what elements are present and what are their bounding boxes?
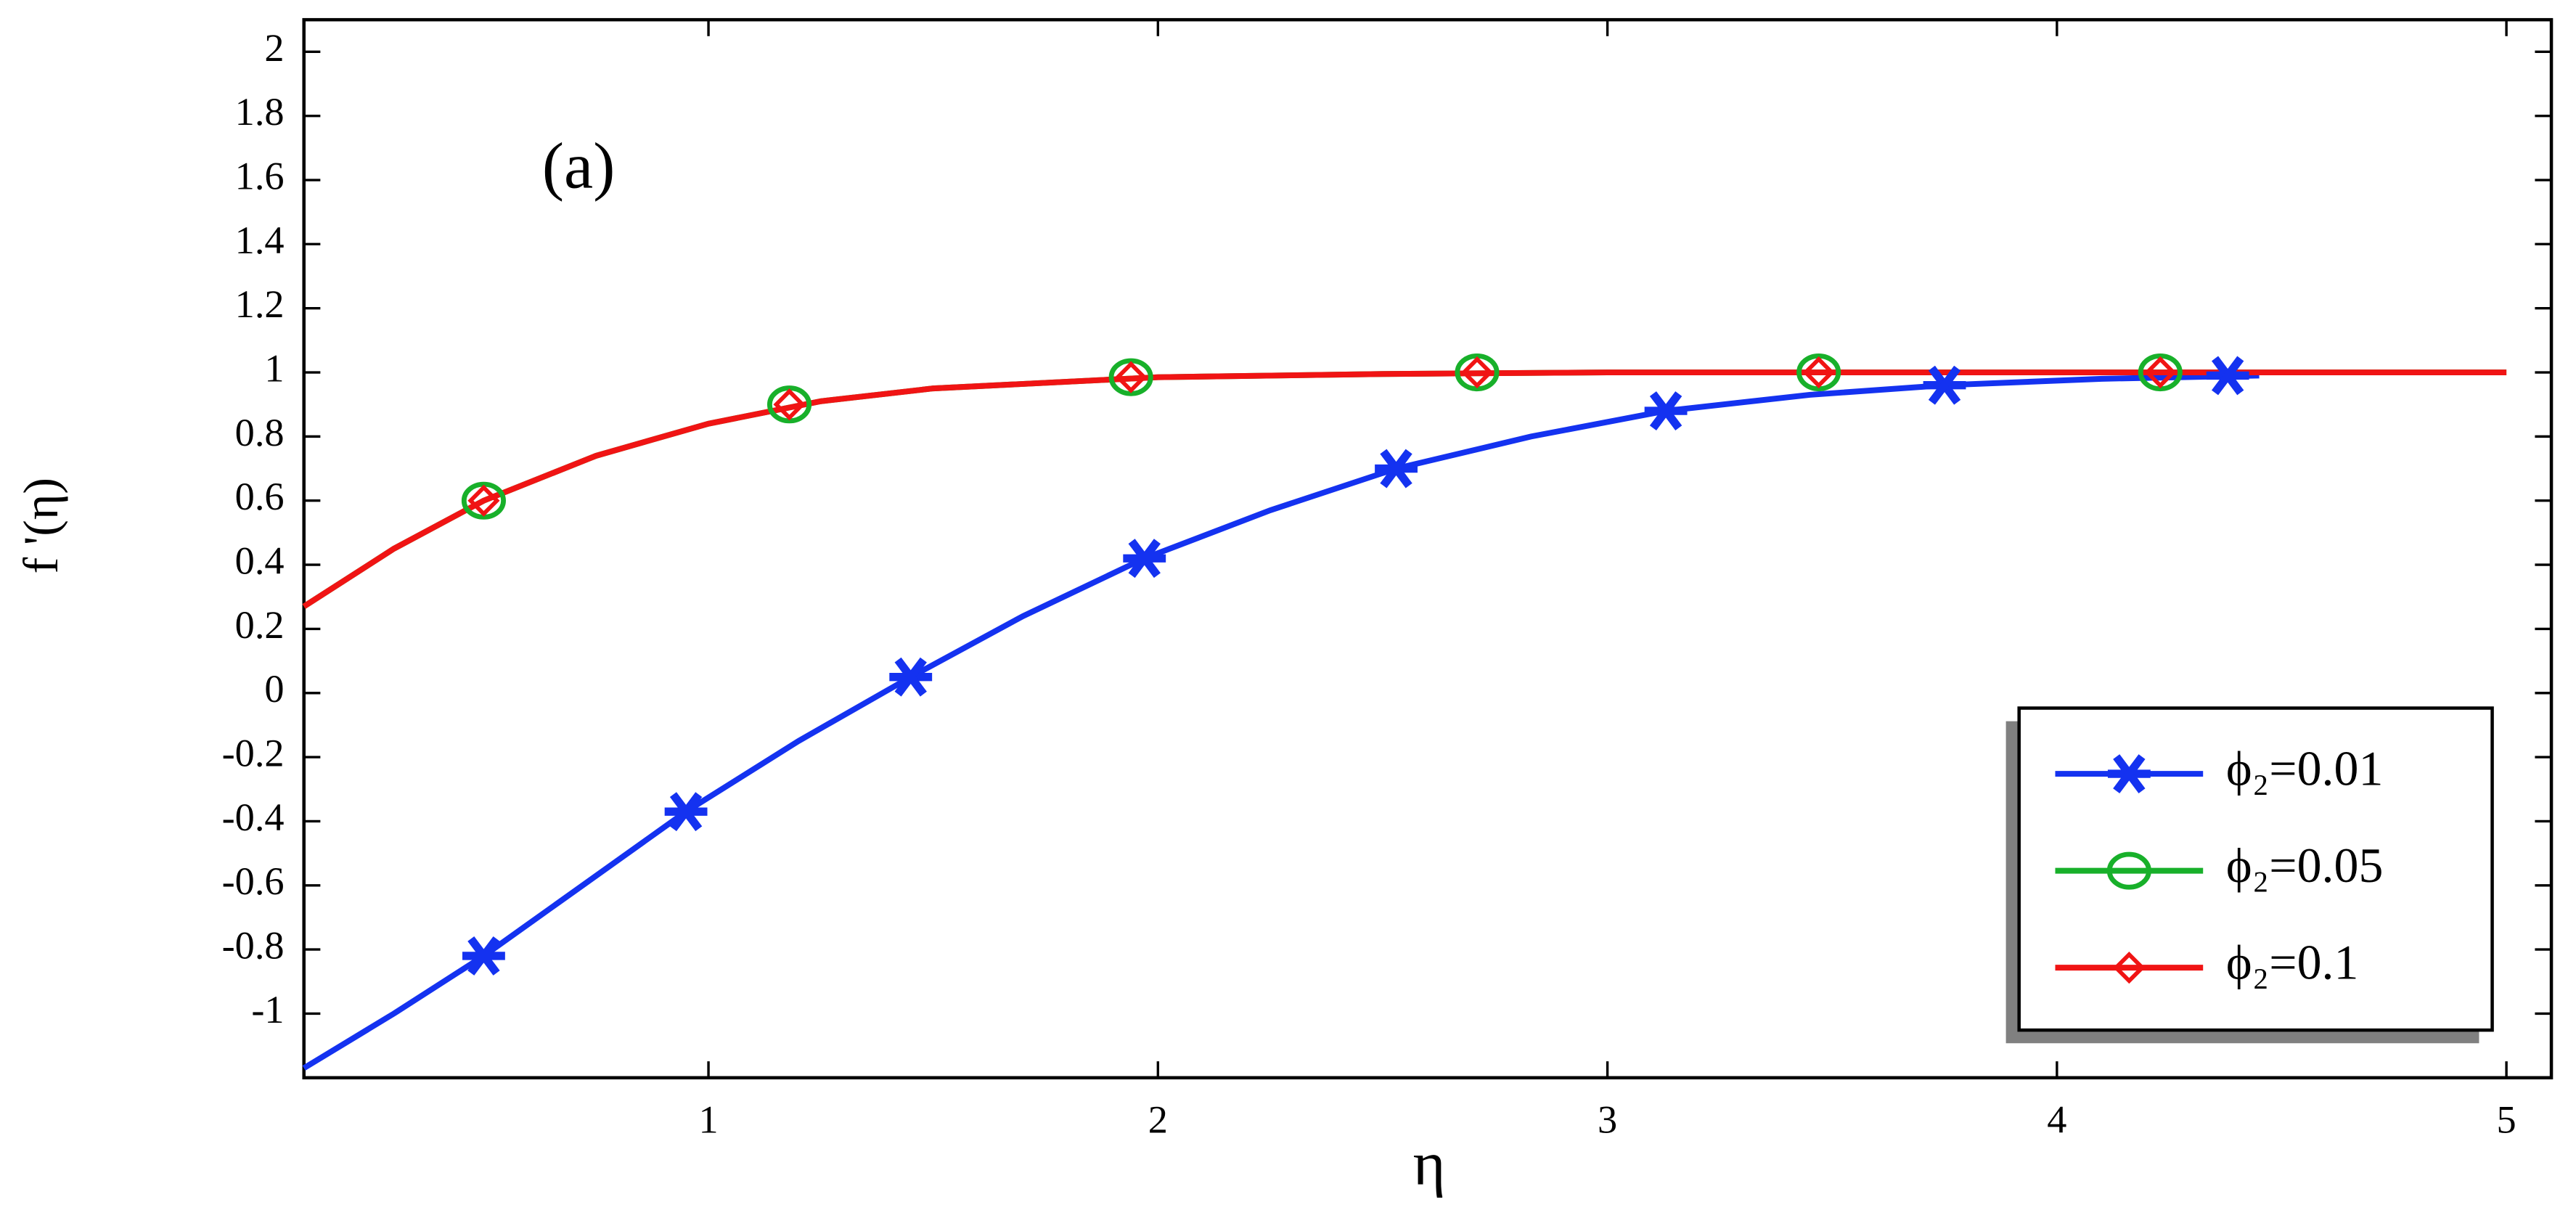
marker-asterisk xyxy=(1644,391,1688,430)
marker-stroke xyxy=(467,936,500,976)
y-tick-label: 1.4 xyxy=(235,218,285,262)
y-tick-label: 0.4 xyxy=(235,539,285,583)
y-tick-label: -1 xyxy=(251,988,284,1031)
marker-stroke xyxy=(894,657,927,697)
annotation: (a) xyxy=(542,128,615,202)
marker-circle xyxy=(461,481,506,520)
marker-diamond xyxy=(1115,361,1148,393)
plot-frame xyxy=(302,17,2553,1080)
legend-label: ϕ₂=0.05 xyxy=(2226,838,2384,893)
y-tick-label: 0.2 xyxy=(235,603,285,647)
marker-diamond xyxy=(2113,952,2146,984)
marker-circle xyxy=(1455,353,1500,392)
marker-stroke xyxy=(669,792,703,832)
x-tick-label: 2 xyxy=(1148,1098,1168,1142)
x-axis-label: η xyxy=(1413,1128,1446,1198)
marker-stroke xyxy=(1128,539,1161,579)
marker-asterisk xyxy=(462,936,505,976)
series-line xyxy=(302,372,2260,1071)
marker-asterisk xyxy=(889,657,933,697)
y-tick-label: -0.2 xyxy=(222,732,285,775)
y-tick-label: 0.6 xyxy=(235,475,285,518)
marker-asterisk xyxy=(664,792,708,832)
marker-stroke xyxy=(2113,754,2146,793)
y-tick-label: 0 xyxy=(264,667,284,711)
marker-diamond xyxy=(1460,356,1494,389)
marker-diamond xyxy=(2144,356,2177,389)
y-tick-label: -0.6 xyxy=(222,859,285,903)
x-tick-label: 4 xyxy=(2047,1098,2066,1142)
legend-label: ϕ₂=0.01 xyxy=(2226,741,2384,796)
marker-diamond xyxy=(1802,356,1835,389)
x-tick-label: 3 xyxy=(1598,1098,1617,1142)
marker-stroke xyxy=(1380,449,1412,489)
marker-diamond xyxy=(773,388,806,421)
marker-circle xyxy=(1796,353,1841,392)
y-tick-label: 1 xyxy=(264,347,284,391)
marker-stroke xyxy=(1649,391,1682,430)
marker-circle xyxy=(766,385,812,424)
legend-label: ϕ₂=0.1 xyxy=(2226,935,2359,990)
y-tick-label: 2 xyxy=(264,26,284,70)
marker-circle xyxy=(2138,353,2183,392)
series-line xyxy=(302,369,2507,609)
marker-asterisk xyxy=(1123,539,1166,579)
marker-asterisk xyxy=(1923,365,1966,405)
y-tick-label: -0.4 xyxy=(222,796,285,839)
y-tick-label: 0.8 xyxy=(235,411,285,454)
marker-circle xyxy=(1108,358,1153,396)
marker-stroke xyxy=(2211,356,2244,396)
marker-stroke xyxy=(1928,365,1961,405)
y-tick-label: 1.8 xyxy=(235,90,285,134)
y-tick-label: 1.6 xyxy=(235,154,285,197)
marker-asterisk xyxy=(2107,754,2151,793)
series-line xyxy=(302,369,2507,609)
marker-circle xyxy=(2106,851,2151,890)
x-tick-label: 1 xyxy=(698,1098,718,1142)
y-tick-label: 1.2 xyxy=(235,282,285,326)
y-axis-label: f '(η) xyxy=(13,478,68,574)
marker-asterisk xyxy=(1375,449,1418,489)
x-tick-label: 5 xyxy=(2497,1098,2516,1142)
marker-diamond xyxy=(467,484,500,517)
marker-asterisk xyxy=(2206,356,2249,396)
y-tick-label: -0.8 xyxy=(222,924,285,968)
